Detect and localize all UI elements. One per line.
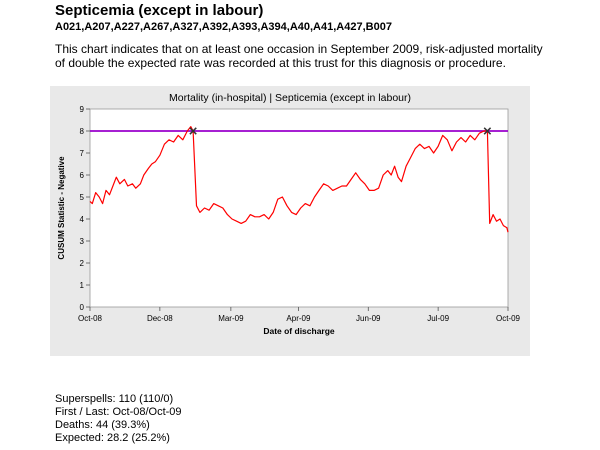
expected-stat: Expected: 28.2 (25.2%)	[55, 432, 170, 444]
chart-title: Mortality (in-hospital) | Septicemia (ex…	[169, 92, 411, 104]
chart-panel: Mortality (in-hospital) | Septicemia (ex…	[50, 86, 530, 356]
y-tick-label: 4	[80, 215, 85, 224]
deaths-stat: Deaths: 44 (39.3%)	[55, 419, 150, 431]
x-tick-label: Oct-08	[78, 314, 103, 323]
x-axis-label: Date of discharge	[263, 326, 335, 336]
x-tick-label: Oct-09	[496, 314, 521, 323]
summary-stats: Superspells: 110 (110/0) First / Last: O…	[55, 393, 182, 445]
y-tick-label: 5	[80, 193, 85, 202]
y-tick-label: 6	[80, 171, 85, 180]
x-tick-label: Jul-09	[427, 314, 449, 323]
diagnosis-codes: A021,A207,A227,A267,A327,A392,A393,A394,…	[55, 21, 392, 33]
x-tick-label: Mar-09	[218, 314, 244, 323]
superspells-stat: Superspells: 110 (110/0)	[55, 393, 174, 405]
chart-description: This chart indicates that on at least on…	[55, 42, 543, 70]
plot-area	[89, 108, 509, 308]
x-tick-label: Dec-08	[147, 314, 173, 323]
y-tick-label: 3	[80, 237, 85, 246]
cusum-series-line	[89, 125, 509, 233]
cusum-chart: Mortality (in-hospital) | Septicemia (ex…	[57, 92, 521, 336]
page-title: Septicemia (except in labour)	[55, 2, 264, 19]
y-tick-label: 9	[80, 105, 85, 114]
y-tick-label: 1	[80, 281, 85, 290]
first-last-stat: First / Last: Oct-08/Oct-09	[55, 406, 182, 418]
y-tick-label: 7	[80, 149, 85, 158]
x-tick-label: Jun-09	[356, 314, 381, 323]
y-tick-label: 2	[80, 259, 85, 268]
signal-marker	[483, 127, 492, 135]
y-axis-label: CUSUM Statistic - Negative	[57, 156, 66, 260]
y-tick-label: 0	[80, 303, 85, 312]
signal-marker	[189, 127, 197, 135]
x-tick-label: Apr-09	[286, 314, 311, 323]
y-tick-label: 8	[80, 127, 85, 136]
